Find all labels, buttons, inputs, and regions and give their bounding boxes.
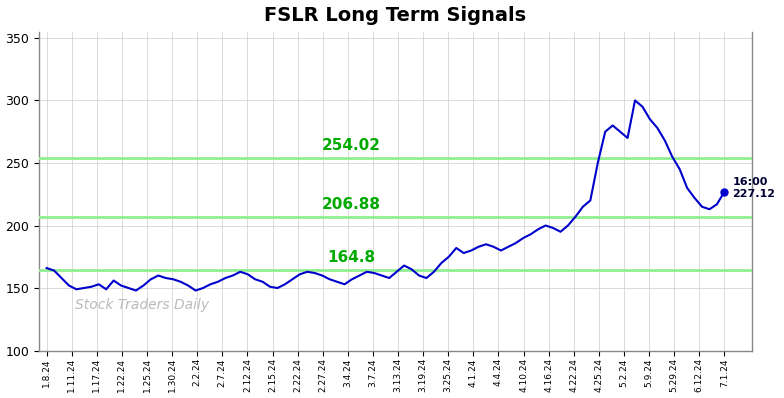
Title: FSLR Long Term Signals: FSLR Long Term Signals bbox=[264, 6, 527, 25]
Text: 206.88: 206.88 bbox=[322, 197, 381, 212]
Text: 254.02: 254.02 bbox=[322, 138, 381, 153]
Text: Stock Traders Daily: Stock Traders Daily bbox=[74, 298, 209, 312]
Text: 164.8: 164.8 bbox=[328, 250, 376, 265]
Text: 16:00
227.12: 16:00 227.12 bbox=[732, 177, 775, 199]
